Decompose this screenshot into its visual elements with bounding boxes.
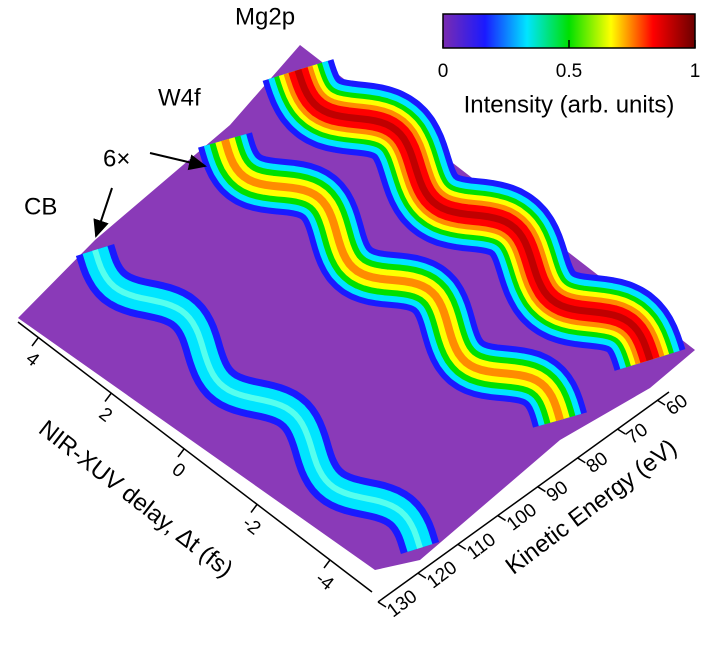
- y-tick-label: 2: [95, 404, 116, 427]
- y-tick-label: -2: [238, 513, 264, 540]
- annotation: 6×: [103, 145, 130, 172]
- x-tick: [417, 572, 427, 579]
- ridge: [221, 138, 564, 422]
- colorbar-tick-label: 0.5: [556, 61, 582, 82]
- y-tick: [323, 559, 331, 569]
- arrow: [93, 187, 113, 238]
- annotation: Mg2p: [235, 3, 295, 30]
- colorbar-tick-label: 1: [690, 61, 701, 82]
- x-tick-label: 90: [543, 477, 573, 506]
- x-tick: [457, 543, 467, 550]
- arrow: [149, 152, 207, 171]
- x-tick-label: 100: [503, 500, 541, 536]
- x-tick: [537, 485, 546, 493]
- x-tick-label: 130: [383, 586, 421, 622]
- ridge: [92, 249, 423, 549]
- annotation: W4f: [158, 84, 201, 111]
- x-tick-label: 70: [623, 419, 653, 448]
- x-tick: [656, 399, 666, 406]
- y-tick: [104, 393, 112, 402]
- ridge: [294, 68, 654, 362]
- colorbar-tick-label: 0: [438, 61, 449, 82]
- x-tick: [377, 601, 387, 608]
- x-tick-label: 80: [583, 448, 613, 477]
- x-tick-label: 60: [662, 391, 692, 420]
- x-tick: [497, 514, 506, 522]
- x-axis: [377, 391, 670, 603]
- surface-base: [18, 45, 695, 570]
- y-tick: [31, 337, 39, 347]
- y-tick-label: -4: [311, 568, 338, 595]
- colorbar-label: Intensity (arb. units): [464, 91, 675, 118]
- x-tick-label: 120: [423, 557, 461, 593]
- annotation: CB: [24, 193, 57, 220]
- y-tick-label: 4: [22, 348, 44, 371]
- x-tick: [576, 457, 586, 464]
- surface-ridges: [75, 39, 686, 562]
- y-axis: [17, 321, 373, 593]
- x-tick-label: 110: [463, 529, 500, 564]
- y-tick-label: 0: [168, 459, 189, 482]
- y-tick: [250, 504, 258, 513]
- y-tick: [177, 448, 185, 458]
- x-tick: [616, 428, 626, 435]
